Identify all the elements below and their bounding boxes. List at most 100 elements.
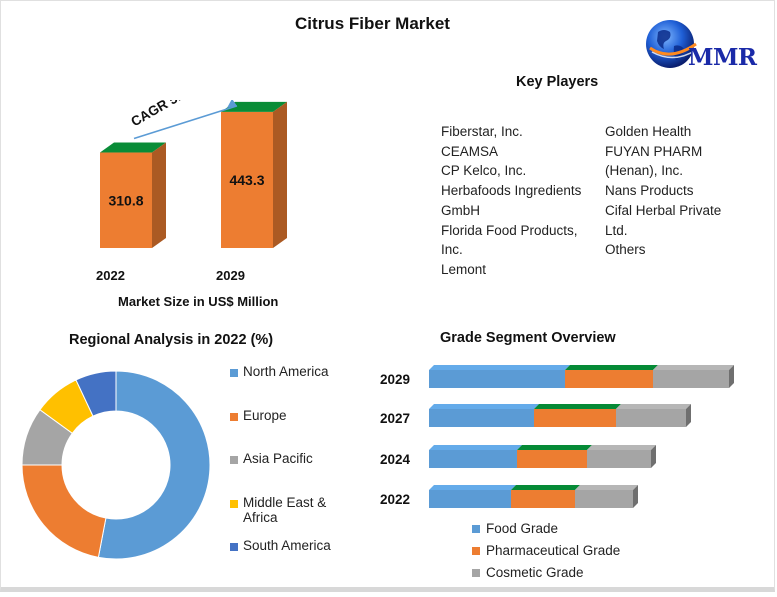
- segment-top: [429, 485, 516, 490]
- segment-front: [429, 450, 517, 468]
- grade-bar-segment: [517, 445, 592, 468]
- bar-front: [221, 111, 273, 248]
- grade-bar-segment: [616, 404, 691, 427]
- grade-bar-segment: [429, 404, 539, 427]
- bar-data-label: 443.3: [229, 172, 264, 188]
- grade-category-label: 2029: [380, 372, 410, 387]
- grade-bar-segment: [429, 365, 570, 388]
- grade-category-label: 2022: [380, 492, 410, 507]
- key-player-item: Florida Food Products,: [441, 222, 578, 238]
- key-player-item: GmbH: [441, 202, 481, 218]
- bar-end-side: [686, 404, 691, 427]
- donut-slice: [75, 370, 117, 417]
- legend-swatch: [230, 456, 238, 464]
- legend-item: Europe: [230, 408, 343, 452]
- grade-legend: Food Grade Pharmaceutical Grade Cosmetic G…: [472, 521, 620, 587]
- bar: 443.3: [221, 101, 287, 248]
- segment-top: [587, 445, 656, 450]
- grade-bar-segment: [429, 445, 522, 468]
- key-player-item: Fiberstar, Inc.: [441, 124, 523, 139]
- bar: 310.8: [100, 142, 166, 248]
- key-player-item: Cifal Herbal Private: [605, 202, 722, 218]
- bar-data-label: 310.8: [108, 192, 143, 208]
- segment-front: [575, 490, 633, 508]
- segment-top: [616, 404, 691, 409]
- segment-front: [653, 370, 729, 388]
- segment-front: [429, 490, 511, 508]
- segment-front: [587, 450, 651, 468]
- regional-title: Regional Analysis in 2022 (%): [69, 332, 274, 348]
- legend-item: Pharmaceutical Grade: [472, 543, 620, 565]
- segment-top: [511, 485, 580, 490]
- grade-category-label: 2024: [380, 452, 411, 467]
- bar-side: [152, 142, 166, 248]
- key-player-item: CP Kelco, Inc.: [441, 163, 527, 179]
- bar-top: [221, 101, 287, 112]
- legend-label: North America: [243, 364, 329, 379]
- key-player-item: Nans Products: [605, 183, 694, 199]
- segment-top: [429, 404, 539, 409]
- cagr-arrow: [133, 105, 238, 140]
- grade-segment-chart: 2029 2027 2024 2022: [380, 365, 734, 508]
- grade-bar-segment: [575, 485, 638, 508]
- key-players-title: Key Players: [516, 74, 599, 90]
- market-size-chart: 310.8 443.3 CAGR 5.2%: [100, 100, 287, 248]
- legend-label: Cosmetic Grade: [486, 565, 584, 580]
- legend-item: Food Grade: [472, 521, 620, 543]
- bar-category-label: 2022: [96, 268, 125, 283]
- legend-swatch: [230, 369, 238, 377]
- segment-front: [534, 409, 616, 427]
- segment-front: [511, 490, 575, 508]
- segment-top: [575, 485, 638, 490]
- legend-swatch: [472, 525, 480, 533]
- legend-label: South America: [243, 538, 331, 553]
- legend-swatch: [230, 499, 238, 508]
- key-player-item: CEAMSA: [441, 143, 499, 159]
- grade-bar-segment: [511, 485, 580, 508]
- bar-side: [273, 101, 287, 248]
- grade-bar-segment: [653, 365, 734, 388]
- key-players-col2: Golden Health FUYAN PHARM (Henan), Inc. Nan…: [605, 122, 745, 260]
- legend-swatch: [230, 543, 238, 551]
- bar-front: [100, 152, 152, 248]
- key-players-col1: Fiberstar, Inc. CEAMSA CP Kelco, Inc. Herba…: [441, 122, 601, 280]
- logo-text: MMR: [688, 44, 757, 71]
- bar-end-side: [651, 445, 656, 468]
- key-player-item: Inc.: [441, 242, 463, 258]
- segment-top: [429, 445, 522, 450]
- mmr-logo: [646, 20, 697, 68]
- cagr-arrowhead: [227, 100, 237, 108]
- legend-item: Cosmetic Grade: [472, 565, 620, 587]
- key-player-item: Others: [605, 242, 646, 258]
- regional-legend: North America Europe Asia Pacific Middle Ea…: [230, 364, 343, 582]
- segment-top: [429, 365, 570, 370]
- segment-top: [534, 404, 621, 409]
- key-player-item: Lemont: [441, 261, 487, 277]
- segment-front: [565, 370, 653, 388]
- legend-label: Food Grade: [486, 521, 559, 536]
- page-title: Citrus Fiber Market: [295, 14, 450, 33]
- bar-top: [100, 142, 166, 153]
- grade-category-label: 2027: [380, 411, 410, 426]
- bar-category-label: 2029: [216, 268, 245, 283]
- x-axis-label: Market Size in US$ Million: [118, 294, 279, 309]
- legend-label: Middle East & Africa: [243, 494, 327, 525]
- grade-bar-segment: [565, 365, 658, 388]
- grade-bar-segment: [534, 404, 621, 427]
- legend-item: South America: [230, 538, 343, 582]
- legend-swatch: [230, 412, 238, 421]
- donut-slice: [97, 370, 211, 560]
- grade-bar-segment: [587, 445, 656, 468]
- legend-swatch: [472, 569, 480, 577]
- grade-bar-segment: [429, 485, 516, 508]
- cagr-annotation: CAGR 5.2%: [128, 100, 200, 129]
- segment-front: [429, 370, 565, 388]
- key-player-item: Golden Health: [605, 124, 692, 139]
- segment-top: [653, 365, 734, 370]
- grade-title: Grade Segment Overview: [440, 330, 616, 346]
- segment-front: [616, 409, 686, 427]
- legend-label: Pharmaceutical Grade: [486, 543, 621, 558]
- key-player-item: Ltd.: [605, 222, 628, 238]
- regional-donut-chart: [21, 370, 211, 560]
